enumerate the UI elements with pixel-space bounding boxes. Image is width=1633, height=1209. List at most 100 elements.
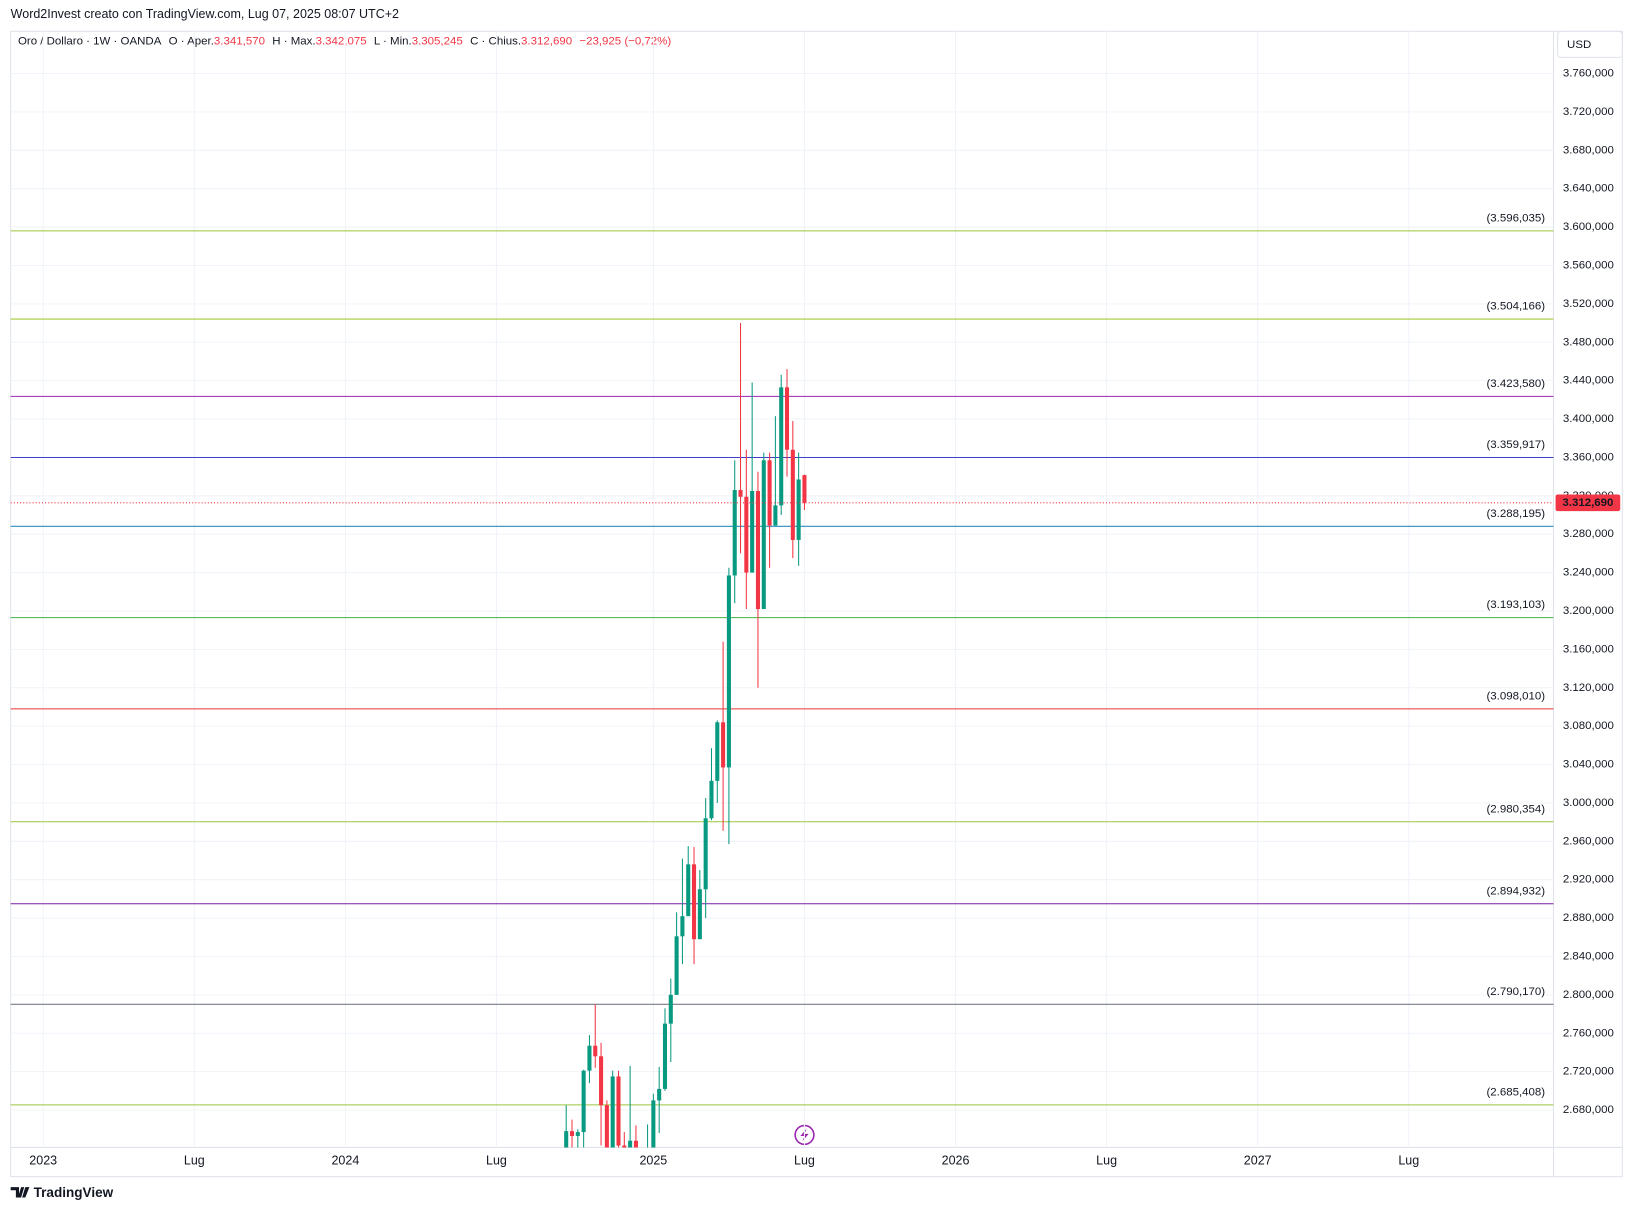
level-label: (2.894,932) (1486, 885, 1545, 897)
ohlc-label: O · Aper. (169, 36, 214, 48)
header: Word2Invest creato con TradingView.com, … (11, 7, 399, 21)
candle-body (750, 491, 755, 573)
y-tick-label: 3.040,000 (1563, 759, 1614, 771)
legend: Oro / Dollaro · 1W · OANDA O · Aper.3.341… (18, 36, 671, 48)
candle-body (709, 780, 714, 819)
level-label: (3.596,035) (1486, 212, 1545, 224)
y-tick-label: 3.080,000 (1563, 720, 1614, 732)
candle-body (628, 1140, 633, 1148)
y-tick-label: 3.160,000 (1563, 643, 1614, 655)
candle-body (633, 1140, 638, 1148)
candles (564, 323, 807, 1148)
level-label: (3.098,010) (1486, 690, 1545, 702)
candle-body (703, 818, 708, 890)
y-tick-label: 3.120,000 (1563, 682, 1614, 694)
level-label: (3.193,103) (1486, 599, 1545, 611)
footer: TradingView (34, 1185, 114, 1200)
level-label: (3.504,166) (1486, 301, 1545, 313)
candle-body (767, 460, 772, 526)
y-tick-label: 3.360,000 (1563, 451, 1614, 463)
chart-frame (10, 30, 1623, 1178)
y-tick-label: 3.560,000 (1563, 259, 1614, 271)
candle-body (773, 505, 778, 526)
candle-body (686, 864, 691, 917)
x-tick-label: 2027 (1244, 1153, 1272, 1167)
y-tick-label: 3.000,000 (1563, 797, 1614, 809)
currency: USD (1567, 39, 1591, 51)
change: −23,925 (−0,72%) (579, 36, 671, 48)
y-tick-label: 2.840,000 (1563, 951, 1614, 963)
y-tick-label: 3.600,000 (1563, 221, 1614, 233)
y-tick-label: 2.920,000 (1563, 874, 1614, 886)
ohlc-value: 3.305,245 (412, 36, 463, 48)
candle-body (599, 1056, 604, 1106)
y-tick-label: 2.960,000 (1563, 835, 1614, 847)
candle-body (575, 1132, 580, 1136)
candle-body (564, 1131, 569, 1148)
candle-body (779, 387, 784, 506)
ohlc-value: 3.312,690 (521, 36, 572, 48)
y-tick-label: 2.760,000 (1563, 1027, 1614, 1039)
y-tick-label: 3.240,000 (1563, 567, 1614, 579)
tv-logo (10, 1187, 30, 1198)
candle-body (692, 864, 697, 940)
y-tick-label: 3.760,000 (1563, 68, 1614, 80)
candle-body (721, 722, 726, 768)
y-tick-label: 3.640,000 (1563, 183, 1614, 195)
candle-body (657, 1088, 662, 1101)
candle-body (604, 1105, 609, 1148)
level-label: (2.685,408) (1486, 1086, 1545, 1098)
y-tick-label: 2.880,000 (1563, 912, 1614, 924)
candle-body (726, 575, 731, 768)
ohlc-value: 3.342,075 (316, 36, 367, 48)
ohlc-value: 3.341,570 (214, 36, 265, 48)
y-tick-label: 3.200,000 (1563, 605, 1614, 617)
ohlc-label: H · Max. (272, 36, 315, 48)
candle-body (662, 1023, 668, 1089)
currency-box (1557, 30, 1623, 58)
candle-body (587, 1045, 592, 1071)
candle-body (761, 460, 766, 610)
ohlc-label: C · Chius. (470, 36, 521, 48)
candle-body (668, 994, 673, 1024)
level-label: (3.359,917) (1486, 439, 1545, 451)
candle-body (796, 479, 801, 540)
candle-body (593, 1045, 598, 1057)
last-price-label: 3.312,690 (1562, 497, 1613, 509)
candle-body (622, 1145, 627, 1148)
candle-body (569, 1131, 575, 1136)
y-tick-label: 3.280,000 (1563, 528, 1614, 540)
x-tick-label: 2025 (639, 1153, 667, 1167)
candle-body (802, 475, 807, 503)
x-tick-label: Lug (1398, 1153, 1419, 1167)
last-price-box (1555, 494, 1621, 512)
legend-text: Oro / Dollaro · 1W · OANDA O · Aper.3.341… (18, 36, 671, 48)
candle-body (784, 387, 790, 450)
candle-body (744, 496, 749, 573)
y-tick-label: 3.680,000 (1563, 144, 1614, 156)
level-label: (2.790,170) (1486, 986, 1545, 998)
candle-body (732, 490, 737, 576)
x-tick-label: Lug (184, 1153, 205, 1167)
ohlc-label: L · Min. (374, 36, 412, 48)
symbol: Oro / Dollaro · 1W · OANDA (18, 36, 162, 48)
y-tick-label: 3.720,000 (1563, 106, 1614, 118)
y-tick-label: 3.520,000 (1563, 298, 1614, 310)
candle-body (674, 936, 679, 995)
x-tick-label: 2024 (331, 1153, 359, 1167)
y-tick-label: 2.680,000 (1563, 1104, 1614, 1116)
x-tick-label: Lug (486, 1153, 507, 1167)
candle-body (697, 889, 702, 940)
y-tick-label: 3.440,000 (1563, 375, 1614, 387)
level-label: (2.980,354) (1486, 803, 1545, 815)
candle-body (738, 490, 743, 497)
candle-body (616, 1076, 621, 1146)
candle-body (790, 449, 795, 540)
candle-body (715, 722, 720, 781)
candle-body (610, 1076, 615, 1148)
candle-body (651, 1100, 656, 1148)
y-tick-label: 3.400,000 (1563, 413, 1614, 425)
